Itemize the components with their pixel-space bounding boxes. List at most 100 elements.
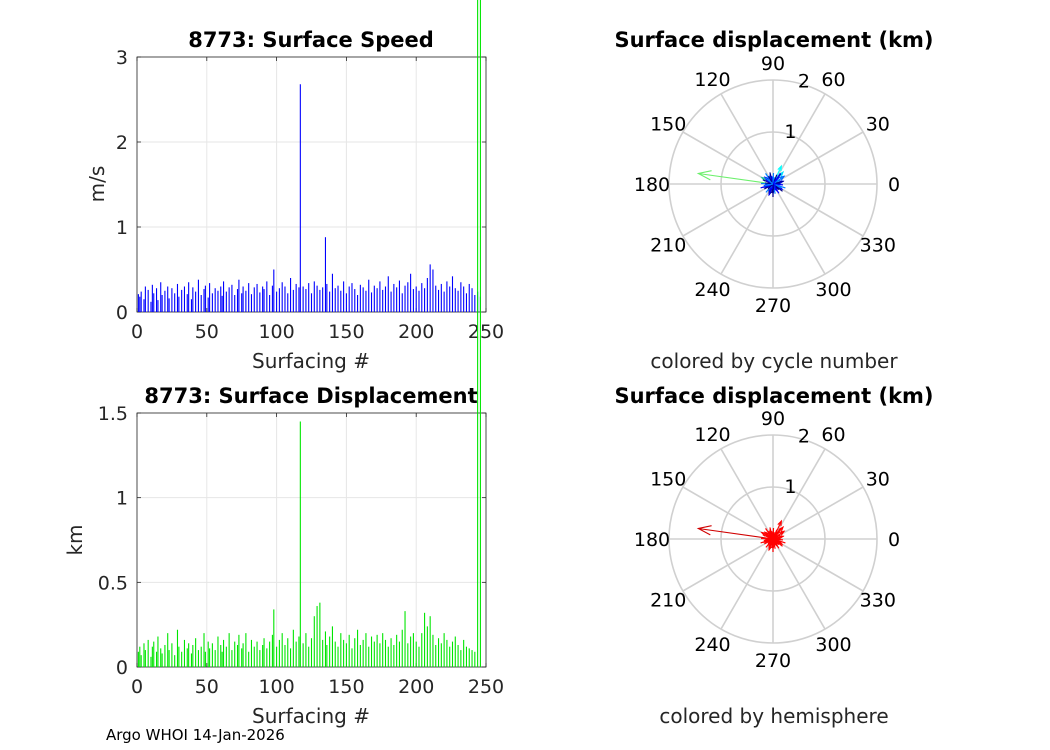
- polar-cycle-title: Surface displacement (km): [614, 28, 933, 52]
- x-tick-label: 250: [468, 676, 504, 698]
- angle-label: 0: [888, 174, 900, 196]
- plot-area: [137, 57, 486, 312]
- polar-spoke: [682, 486, 774, 540]
- polar-spoke: [772, 183, 826, 275]
- polar-hemisphere-vectors: [696, 519, 786, 552]
- speed-bars: [137, 84, 481, 312]
- radial-label: 1: [784, 121, 796, 143]
- angle-label: 330: [860, 235, 896, 257]
- cluster-vector: [772, 173, 781, 185]
- vector-head: [763, 531, 770, 537]
- speed-chart-title: 8773: Surface Speed: [188, 28, 434, 52]
- polar-cycle-chart: Surface displacement (km) colored by cyc…: [614, 28, 933, 373]
- cluster-vector: [772, 531, 784, 540]
- angle-label: 90: [761, 53, 785, 75]
- polar-spoke: [772, 486, 864, 540]
- x-tick-label: 150: [328, 676, 364, 698]
- speed-chart-xlabel: Surfacing #: [252, 349, 370, 373]
- x-tick-label: 150: [328, 321, 364, 343]
- vector-head: [696, 170, 712, 181]
- angle-label: 60: [821, 424, 845, 446]
- polar-hemisphere-caption: colored by hemisphere: [659, 704, 888, 728]
- y-tick-label: 0: [116, 657, 128, 679]
- plot-area: [137, 413, 486, 667]
- displacement-axes: 0 50 100 150 200 250 0 0.5 1 1.5: [98, 403, 504, 698]
- angle-label: 90: [761, 408, 785, 430]
- polar-spoke: [720, 448, 774, 540]
- cluster-vector: [764, 183, 774, 187]
- x-tick-label: 0: [131, 321, 143, 343]
- angle-label: 300: [815, 279, 851, 301]
- angle-label: 120: [694, 424, 730, 446]
- vector-head: [763, 176, 770, 182]
- vector-head: [696, 525, 712, 536]
- polar-spoke: [720, 183, 774, 275]
- vector-shaft: [698, 172, 774, 185]
- polar-spoke: [682, 538, 774, 592]
- displacement-vector: [696, 525, 774, 540]
- polar-cycle-vectors: [696, 164, 786, 197]
- y-tick-label: 1.5: [98, 403, 128, 425]
- polar-cycle-caption: colored by cycle number: [650, 349, 898, 373]
- speed-chart: 8773: Surface Speed Surfacing # m/s 0 50 1…: [85, 28, 504, 373]
- displacement-chart-ylabel: km: [63, 524, 87, 555]
- angle-label: 210: [650, 235, 686, 257]
- y-tick-label: 1: [116, 488, 128, 510]
- cluster-vector: [764, 177, 774, 185]
- displacement-chart-xlabel: Surfacing #: [252, 704, 370, 728]
- polar-spoke: [720, 538, 774, 630]
- angle-label: 0: [888, 529, 900, 551]
- angle-label: 210: [650, 590, 686, 612]
- cluster-vector: [764, 532, 774, 540]
- y-tick-label: 1: [116, 217, 128, 239]
- x-tick-label: 200: [398, 676, 434, 698]
- angle-label: 120: [694, 69, 730, 91]
- vector-head: [777, 164, 783, 172]
- polar-hemisphere-title: Surface displacement (km): [614, 384, 933, 408]
- speed-axes: 0 50 100 150 200 250 0 1 2 3: [116, 47, 504, 343]
- cluster-vector: [772, 538, 775, 546]
- y-tick-label: 0: [116, 302, 128, 324]
- displacement-chart-title: 8773: Surface Displacement: [144, 384, 477, 408]
- radial-label: 2: [798, 426, 810, 448]
- angle-label: 180: [634, 529, 670, 551]
- polar-spoke: [772, 131, 864, 185]
- cluster-vector: [764, 538, 774, 542]
- x-tick-label: 100: [258, 676, 294, 698]
- angle-label: 150: [650, 469, 686, 491]
- polar-spoke: [772, 538, 826, 630]
- vector-head: [777, 519, 783, 527]
- cluster-vector: [772, 528, 781, 540]
- angle-label: 330: [860, 590, 896, 612]
- angle-label: 240: [694, 279, 730, 301]
- angle-label: 180: [634, 174, 670, 196]
- x-tick-label: 250: [468, 321, 504, 343]
- x-tick-label: 200: [398, 321, 434, 343]
- angle-label: 270: [755, 295, 791, 317]
- displacement-vector: [696, 170, 774, 185]
- vector-head: [779, 530, 786, 536]
- displacement-bars: [137, 0, 481, 667]
- angle-label: 30: [866, 114, 890, 136]
- y-tick-label: 0.5: [98, 572, 128, 594]
- cluster-vector: [772, 176, 784, 185]
- angle-label: 270: [755, 650, 791, 672]
- x-tick-label: 50: [195, 321, 219, 343]
- footer-credit: Argo WHOI 14-Jan-2026: [106, 726, 285, 744]
- cluster-vector: [772, 183, 786, 189]
- angle-label: 30: [866, 469, 890, 491]
- polar-spoke: [772, 93, 826, 185]
- radial-label: 1: [784, 476, 796, 498]
- cluster-vector: [767, 538, 774, 545]
- displacement-chart: 8773: Surface Displacement Surfacing # k…: [63, 0, 504, 728]
- polar-spoke: [772, 538, 864, 592]
- polar-spoke: [682, 131, 774, 185]
- vector-head: [779, 175, 786, 181]
- x-tick-label: 0: [131, 676, 143, 698]
- polar-spoke: [682, 183, 774, 237]
- angle-label: 60: [821, 69, 845, 91]
- angle-label: 300: [815, 634, 851, 656]
- angle-label: 240: [694, 634, 730, 656]
- polar-spoke: [772, 448, 826, 540]
- polar-spoke: [720, 93, 774, 185]
